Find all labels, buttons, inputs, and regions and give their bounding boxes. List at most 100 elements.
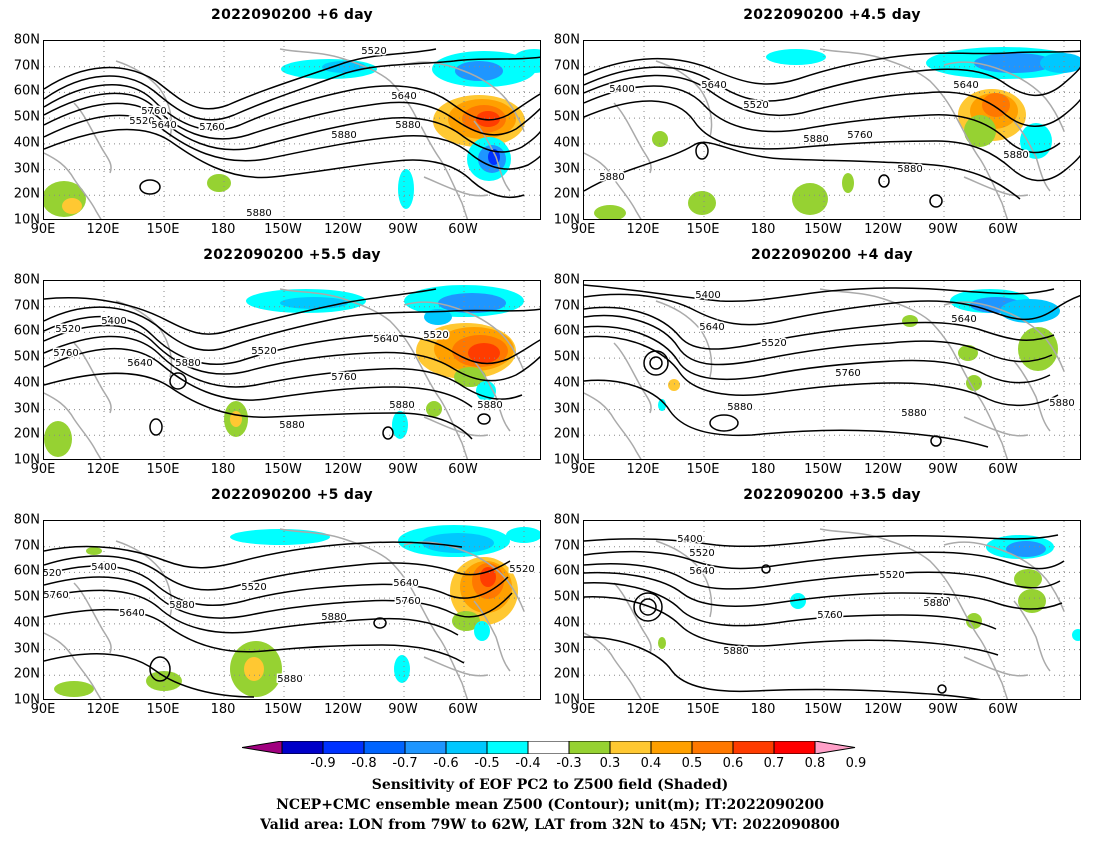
- colorbar-tick-label: -0.9: [310, 756, 336, 771]
- longitude-tick-label: 150W: [264, 462, 302, 477]
- map-panel-2: 5400 5640 5520 5640 5880 5760 5880 5880 5880: [583, 40, 1081, 220]
- coastline: [279, 288, 469, 459]
- z500-contour: [44, 306, 540, 352]
- latitude-tick-label: 10N: [553, 452, 580, 468]
- sensitivity-shading: [398, 169, 414, 209]
- panel-title: 2022090200 +4 day: [751, 247, 913, 263]
- contour-label: 5880: [175, 358, 200, 369]
- z500-contour: [584, 66, 1080, 102]
- latitude-tick-label: 70N: [13, 298, 40, 314]
- contour-label: 5880: [477, 400, 502, 411]
- sensitivity-shading: [1018, 327, 1058, 371]
- colorbar-tick-label: 0.3: [599, 756, 621, 771]
- latitude-tick-label: 40N: [553, 135, 580, 151]
- longitude-tick-label: 180: [750, 222, 776, 237]
- coastline: [655, 300, 713, 378]
- longitude-tick-label: 90E: [30, 462, 56, 477]
- z500-contour: [633, 592, 663, 622]
- colorbar-tick-label: 0.6: [722, 756, 744, 771]
- coastline: [963, 656, 1029, 677]
- z500-contour: [44, 576, 513, 619]
- figure-caption-line-3: Valid area: LON from 79W to 62W, LAT fro…: [260, 817, 840, 833]
- longitude-tick-label: 90E: [570, 222, 596, 237]
- longitude-tick-label: 150W: [264, 702, 302, 717]
- z500-contour: [373, 617, 387, 629]
- contour-label: 5880: [1049, 398, 1074, 409]
- z500-contour: [477, 413, 491, 425]
- contour-label: 5880: [923, 598, 948, 609]
- colorbar-segment: [650, 741, 693, 754]
- coastline: [1013, 360, 1051, 432]
- z500-contour: [639, 598, 657, 616]
- longitude-tick-label: 150W: [804, 222, 842, 237]
- contour-label: 5520: [251, 346, 276, 357]
- contour-label: 5760: [141, 106, 166, 117]
- latitude-tick-label: 20N: [13, 186, 40, 202]
- sensitivity-shading: [766, 49, 826, 65]
- contour-label: 5640: [701, 80, 726, 91]
- coastline: [403, 541, 525, 612]
- map-svg: 5400 5640 5520 5640 5760 5880 5880 5880: [584, 281, 1080, 459]
- latitude-tick-label: 10N: [553, 692, 580, 708]
- contour-label: 5880: [321, 612, 346, 623]
- latitude-tick-label: 10N: [13, 212, 40, 228]
- map-panel-3: 5400 5520 5760 5640 5880 5520 5640 5520 5760 5880…: [43, 280, 541, 460]
- coastline: [1013, 120, 1051, 192]
- z500-contour: [584, 582, 997, 630]
- latitude-tick-label: 60N: [553, 563, 580, 579]
- longitude-tick-label: 120W: [864, 462, 902, 477]
- coastline: [1013, 600, 1051, 672]
- contour-label: 5640: [127, 358, 152, 369]
- coastline: [279, 528, 469, 699]
- longitude-tick-label: 90W: [928, 702, 958, 717]
- z500-contour: [937, 684, 947, 694]
- sensitivity-shading: [594, 205, 626, 219]
- latitude-tick-label: 80N: [13, 512, 40, 528]
- contour-label: 5880: [897, 164, 922, 175]
- latitude-tick-label: 50N: [553, 109, 580, 125]
- longitude-tick-label: 90W: [388, 702, 418, 717]
- map-svg: 5400 520 5760 5640 5880 5520 5640 5760 5880 5520 5…: [44, 521, 540, 699]
- latitude-tick-label: 50N: [13, 349, 40, 365]
- latitude-tick-label: 60N: [553, 83, 580, 99]
- longitude-tick-label: 120E: [86, 462, 120, 477]
- latitude-tick-label: 50N: [13, 109, 40, 125]
- latitude-tick-label: 40N: [553, 615, 580, 631]
- coastline: [943, 301, 1065, 372]
- longitude-tick-label: 120E: [86, 702, 120, 717]
- latitude-tick-label: 20N: [553, 426, 580, 442]
- coastline: [473, 600, 511, 672]
- sensitivity-shading: [62, 198, 82, 214]
- latitude-tick-label: 30N: [553, 641, 580, 657]
- longitude-tick-label: 120E: [626, 222, 660, 237]
- colorbar-segment: [814, 741, 856, 754]
- z500-contour: [584, 325, 1051, 384]
- sensitivity-shading: [455, 61, 503, 81]
- z500-contour: [584, 306, 1055, 350]
- sensitivity-shading: [1000, 299, 1060, 323]
- contour-label: 5400: [677, 534, 702, 545]
- z500-contour: [44, 555, 511, 591]
- panel-title: 2022090200 +6 day: [211, 7, 373, 23]
- contour-label: 5520: [361, 46, 386, 57]
- sensitivity-shading: [658, 399, 666, 411]
- colorbar-segment: [732, 741, 775, 754]
- longitude-tick-label: 180: [210, 222, 236, 237]
- contour-label: 5640: [151, 120, 176, 131]
- longitude-tick-label: 120W: [864, 222, 902, 237]
- latitude-tick-label: 60N: [13, 563, 40, 579]
- latitude-tick-label: 30N: [553, 401, 580, 417]
- z500-contour: [584, 534, 1059, 548]
- colorbar-tick-label: -0.3: [556, 756, 582, 771]
- z500-contour: [382, 426, 394, 440]
- colorbar-tick-label: -0.4: [515, 756, 541, 771]
- sensitivity-shading: [474, 621, 490, 641]
- contour-label: 5520: [129, 116, 154, 127]
- contour-label: 5760: [835, 368, 860, 379]
- contour-label: 5640: [953, 80, 978, 91]
- latitude-tick-label: 60N: [553, 323, 580, 339]
- longitude-tick-label: 150E: [686, 462, 720, 477]
- coastline: [613, 342, 652, 414]
- figure-caption-line-1: Sensitivity of EOF PC2 to Z500 field (Sh…: [371, 777, 729, 793]
- z500-contour: [169, 372, 187, 390]
